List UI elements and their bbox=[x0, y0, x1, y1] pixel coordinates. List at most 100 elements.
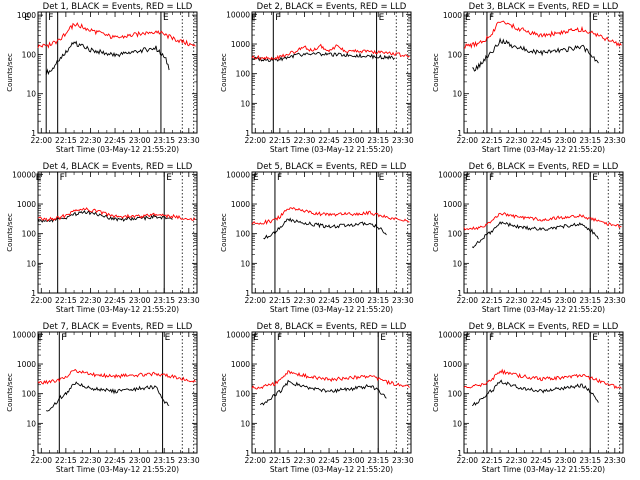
flag-label: E bbox=[465, 173, 471, 183]
plot-frame bbox=[37, 11, 198, 134]
events-series-line bbox=[263, 217, 387, 240]
lld-series-line bbox=[37, 207, 196, 222]
x-tick-label: 22:00 bbox=[456, 136, 478, 145]
x-tick-label: 22:45 bbox=[530, 136, 552, 145]
plot-title: Det 2, BLACK = Events, RED = LLD bbox=[257, 2, 407, 12]
x-tick-label: 23:30 bbox=[178, 296, 200, 305]
x-tick-label: 23:30 bbox=[604, 296, 626, 305]
x-axis-label: Start Time (03-May-12 21:55:20) bbox=[482, 145, 605, 154]
x-tick-label: 22:15 bbox=[55, 456, 77, 465]
y-axis-label: Counts/sec bbox=[432, 53, 440, 92]
x-tick-label: 23:00 bbox=[555, 456, 577, 465]
flag-label: F bbox=[48, 13, 53, 23]
y-tick-label: 10000 bbox=[226, 170, 250, 179]
y-tick-label: 10 bbox=[452, 90, 462, 99]
x-tick-label: 22:00 bbox=[456, 456, 478, 465]
x-tick-label: 22:45 bbox=[104, 296, 126, 305]
x-tick-label: 23:00 bbox=[343, 296, 365, 305]
x-tick-label: 23:15 bbox=[367, 456, 389, 465]
x-axis-label: Start Time (03-May-12 21:55:20) bbox=[482, 305, 605, 314]
y-tick-label: 100 bbox=[236, 70, 251, 79]
detector-panel-8: Det 8, BLACK = Events, RED = LLD 1 10 100 10… bbox=[220, 322, 414, 474]
y-tick-label: 1 bbox=[457, 449, 462, 458]
y-axis-label: Counts/sec bbox=[6, 373, 14, 412]
y-tick-label: 1000 bbox=[231, 40, 250, 49]
x-tick-label: 22:00 bbox=[244, 296, 266, 305]
y-tick-label: 1 bbox=[457, 129, 462, 138]
y-axis-label: Counts/sec bbox=[432, 373, 440, 412]
x-tick-label: 23:15 bbox=[579, 296, 601, 305]
flag-label: E bbox=[166, 173, 172, 183]
plot-title: Det 9, BLACK = Events, RED = LLD bbox=[469, 322, 619, 332]
plot-frame bbox=[463, 171, 624, 294]
x-tick-label: 23:15 bbox=[579, 136, 601, 145]
y-tick-label: 1000 bbox=[443, 360, 462, 369]
lld-series-line bbox=[251, 207, 410, 225]
y-tick-label: 1000 bbox=[17, 360, 36, 369]
x-axis-label: Start Time (03-May-12 21:55:20) bbox=[56, 465, 179, 474]
plot-frame bbox=[251, 171, 412, 294]
y-tick-label: 10000 bbox=[438, 170, 462, 179]
x-tick-label: 23:30 bbox=[392, 296, 414, 305]
flag-label: E bbox=[465, 13, 471, 23]
x-tick-label: 22:45 bbox=[530, 296, 552, 305]
y-axis-label: Counts/sec bbox=[432, 213, 440, 252]
y-tick-label: 100 bbox=[236, 230, 251, 239]
x-tick-label: 23:00 bbox=[555, 296, 577, 305]
plot-title: Det 6, BLACK = Events, RED = LLD bbox=[469, 162, 619, 172]
x-tick-label: 22:15 bbox=[55, 136, 77, 145]
events-series-line bbox=[471, 379, 599, 407]
x-tick-label: 23:30 bbox=[392, 456, 414, 465]
plot-frame bbox=[463, 331, 624, 454]
flag-label: E bbox=[251, 13, 257, 23]
y-tick-label: 1000 bbox=[17, 200, 36, 209]
x-tick-label: 22:15 bbox=[55, 296, 77, 305]
y-tick-label: 10 bbox=[26, 259, 36, 268]
plot-frame bbox=[37, 171, 198, 294]
y-axis-label: Counts/sec bbox=[220, 213, 228, 252]
lld-series-line bbox=[37, 22, 196, 49]
x-tick-label: 23:30 bbox=[392, 136, 414, 145]
plot-frame bbox=[251, 331, 412, 454]
flag-label: E bbox=[465, 333, 471, 343]
x-tick-label: 22:30 bbox=[294, 136, 316, 145]
x-tick-label: 22:00 bbox=[30, 136, 52, 145]
x-tick-label: 23:15 bbox=[579, 456, 601, 465]
x-tick-label: 22:45 bbox=[318, 296, 340, 305]
y-tick-label: 10000 bbox=[12, 170, 36, 179]
y-tick-label: 1 bbox=[31, 129, 36, 138]
x-axis-label: Start Time (03-May-12 21:55:20) bbox=[482, 465, 605, 474]
y-tick-label: 10 bbox=[26, 90, 36, 99]
x-tick-label: 22:00 bbox=[244, 136, 266, 145]
x-tick-label: 23:30 bbox=[178, 136, 200, 145]
y-tick-label: 1000 bbox=[17, 11, 36, 20]
flag-label: F bbox=[275, 13, 280, 23]
detector-panel-4: Det 4, BLACK = Events, RED = LLD 1 10 100 10… bbox=[6, 162, 200, 314]
x-tick-label: 22:15 bbox=[481, 136, 503, 145]
y-tick-label: 1 bbox=[245, 289, 250, 298]
flag-label: F bbox=[489, 173, 494, 183]
detector-panel-9: Det 9, BLACK = Events, RED = LLD 1 10 100 10… bbox=[432, 322, 626, 474]
lld-series-line bbox=[463, 212, 622, 231]
x-tick-label: 23:15 bbox=[153, 296, 175, 305]
x-tick-label: 22:30 bbox=[80, 456, 102, 465]
events-series-line bbox=[471, 221, 599, 249]
flag-label: F bbox=[61, 333, 66, 343]
flag-label: E bbox=[24, 13, 30, 23]
y-tick-label: 10 bbox=[452, 259, 462, 268]
detector-panel-6: Det 6, BLACK = Events, RED = LLD 1 10 100 10… bbox=[432, 162, 626, 314]
y-tick-label: 10 bbox=[240, 259, 250, 268]
plot-frame bbox=[251, 11, 412, 134]
x-tick-label: 23:30 bbox=[604, 136, 626, 145]
y-tick-label: 1000 bbox=[231, 360, 250, 369]
y-tick-label: 1000 bbox=[443, 200, 462, 209]
y-tick-label: 1 bbox=[245, 449, 250, 458]
x-tick-label: 23:00 bbox=[129, 296, 151, 305]
y-tick-label: 100 bbox=[448, 230, 463, 239]
events-series-line bbox=[472, 37, 599, 72]
x-tick-label: 23:30 bbox=[604, 456, 626, 465]
x-tick-label: 22:15 bbox=[269, 136, 291, 145]
x-tick-label: 23:15 bbox=[367, 136, 389, 145]
y-axis-label: Counts/sec bbox=[6, 213, 14, 252]
y-tick-label: 10 bbox=[240, 99, 250, 108]
